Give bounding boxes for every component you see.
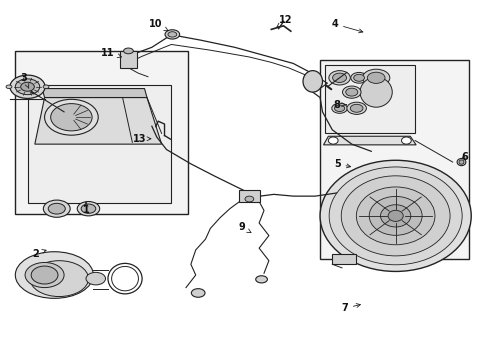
Ellipse shape [332,73,346,82]
Circle shape [320,160,470,271]
Ellipse shape [334,105,344,112]
Ellipse shape [331,103,346,113]
Text: 12: 12 [276,15,292,27]
Text: 2: 2 [32,248,46,258]
Text: 6: 6 [461,152,468,162]
Ellipse shape [77,202,100,216]
Text: 8: 8 [333,100,346,110]
Ellipse shape [353,74,364,81]
Circle shape [328,167,461,265]
Circle shape [387,210,403,221]
Ellipse shape [164,30,179,39]
Ellipse shape [86,273,105,285]
Ellipse shape [123,48,133,54]
Ellipse shape [15,252,93,298]
Text: 10: 10 [149,19,168,31]
Ellipse shape [458,160,463,164]
Bar [325,65,414,134]
Ellipse shape [366,72,384,84]
Ellipse shape [31,266,58,284]
Polygon shape [323,136,415,145]
Bar [27,85,171,203]
Circle shape [401,137,410,144]
Bar [120,50,137,68]
Ellipse shape [6,85,12,89]
Ellipse shape [191,289,204,297]
Text: 9: 9 [238,222,250,233]
Ellipse shape [244,196,253,202]
Ellipse shape [48,203,65,214]
Circle shape [341,176,449,256]
Bar [331,253,355,264]
Text: 4: 4 [331,19,362,33]
Ellipse shape [44,99,98,135]
Text: 13: 13 [133,134,151,144]
Ellipse shape [328,71,349,85]
Ellipse shape [81,204,96,213]
Circle shape [368,197,421,235]
Circle shape [356,187,434,245]
Ellipse shape [167,32,176,37]
Ellipse shape [43,200,70,217]
Ellipse shape [350,72,366,83]
Ellipse shape [30,261,88,297]
Text: 5: 5 [333,159,350,169]
Ellipse shape [346,102,366,114]
Polygon shape [35,98,161,144]
Ellipse shape [303,71,322,92]
Ellipse shape [15,79,40,95]
Text: 7: 7 [341,303,360,314]
Polygon shape [42,89,147,98]
Ellipse shape [43,85,49,89]
Circle shape [380,205,410,227]
Ellipse shape [456,158,465,166]
Ellipse shape [359,77,391,107]
Text: 3: 3 [20,73,29,88]
Ellipse shape [25,262,64,288]
Ellipse shape [362,69,389,86]
Ellipse shape [345,88,357,96]
Text: 1: 1 [82,202,89,216]
Ellipse shape [10,75,45,98]
Ellipse shape [255,276,267,283]
Ellipse shape [349,104,362,112]
Bar [320,60,468,259]
Ellipse shape [342,86,360,98]
Bar [15,51,188,214]
Bar [238,190,260,202]
Text: 11: 11 [101,48,121,58]
Ellipse shape [20,82,34,91]
Ellipse shape [51,104,92,131]
Circle shape [328,137,337,144]
